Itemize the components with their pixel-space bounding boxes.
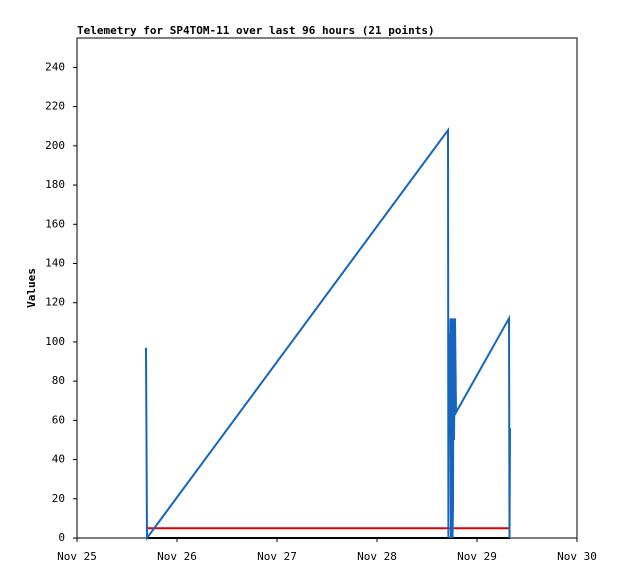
y-axis-label: Values bbox=[25, 268, 38, 308]
y-tick-label: 200 bbox=[45, 139, 65, 152]
y-tick-label: 140 bbox=[45, 256, 65, 269]
x-tick-label: Nov 30 bbox=[557, 550, 597, 563]
y-tick-label: 60 bbox=[52, 413, 65, 426]
x-tick-label: Nov 26 bbox=[157, 550, 197, 563]
y-tick-label: 40 bbox=[52, 453, 65, 466]
x-tick-label: Nov 27 bbox=[257, 550, 297, 563]
y-tick-label: 20 bbox=[52, 492, 65, 505]
x-tick-label: Nov 25 bbox=[57, 550, 97, 563]
y-tick-label: 240 bbox=[45, 60, 65, 73]
y-tick-label: 160 bbox=[45, 217, 65, 230]
chart-title: Telemetry for SP4TOM-11 over last 96 hou… bbox=[77, 24, 435, 37]
y-tick-label: 100 bbox=[45, 335, 65, 348]
x-tick-label: Nov 29 bbox=[457, 550, 497, 563]
y-tick-label: 120 bbox=[45, 296, 65, 309]
data-line bbox=[145, 127, 511, 542]
plot-frame bbox=[76, 37, 578, 539]
y-tick-label: 0 bbox=[58, 531, 65, 544]
y-tick-label: 220 bbox=[45, 100, 65, 113]
x-tick-label: Nov 28 bbox=[357, 550, 397, 563]
y-tick-label: 180 bbox=[45, 178, 65, 191]
y-tick-label: 80 bbox=[52, 374, 65, 387]
